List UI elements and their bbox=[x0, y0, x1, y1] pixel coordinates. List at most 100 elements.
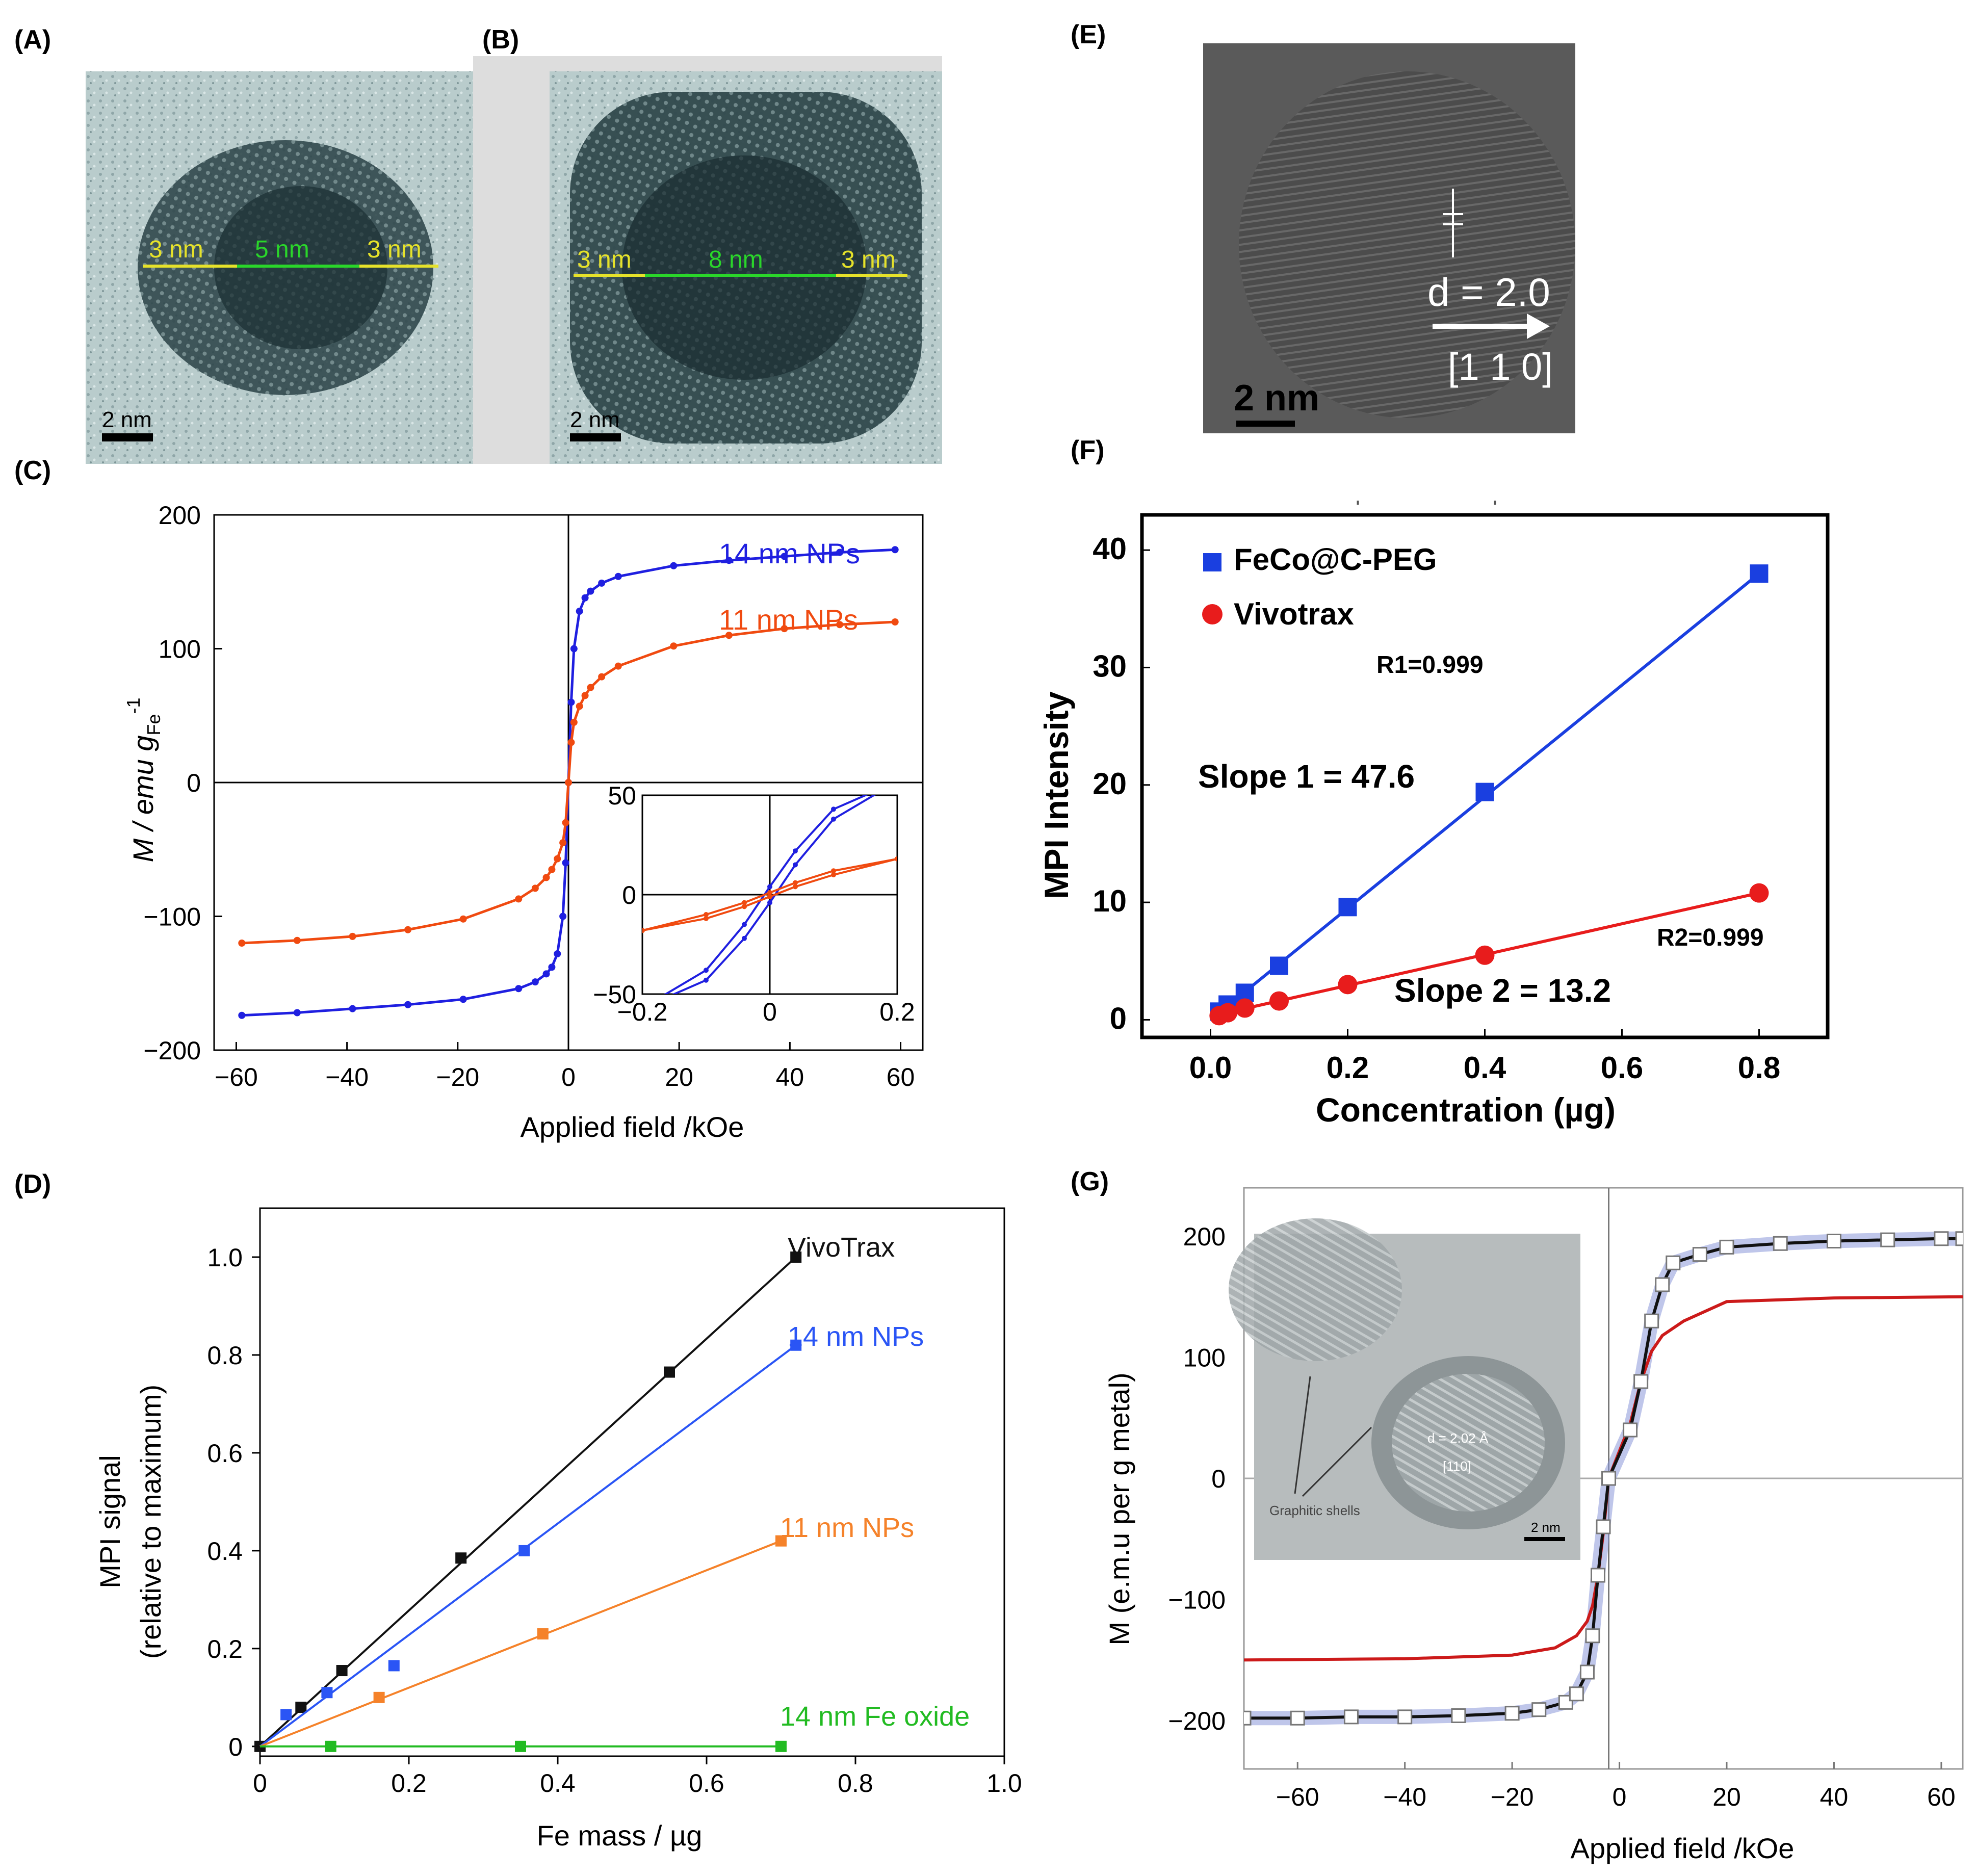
panel-d-ylabel-2: (relative to maximum) bbox=[135, 1385, 167, 1659]
panel-f-point-0-3 bbox=[1270, 956, 1288, 975]
panel-c-point-1-2 bbox=[349, 932, 356, 940]
panel-f: (F) 0.0 0.2 0.4 0.6 0.8 0 10 20 30 40 Concentrati… bbox=[1037, 435, 1830, 1129]
panel-c-point-1-12 bbox=[565, 779, 572, 786]
panel-c-inset-point-0-0-1 bbox=[704, 968, 709, 973]
panel-d-point-0-1 bbox=[295, 1702, 307, 1713]
panel-d-fit-2 bbox=[259, 1540, 782, 1748]
panel-e-arrow-head bbox=[1527, 314, 1550, 339]
panel-g-point-0 bbox=[1244, 1710, 1252, 1726]
panel-c-inset-ytick-label-1: 0 bbox=[622, 881, 636, 909]
panel-c-point-0-5 bbox=[515, 985, 523, 993]
panel-d: (D) 0 0.2 0.4 0.6 0.8 1.0 0 0.2 0.4 0.6 0.8 1.0 Fe … bbox=[14, 1169, 1022, 1852]
panel-c-inset-xtick-label-2: 0.2 bbox=[879, 998, 915, 1026]
panel-f-point-1-1 bbox=[1218, 1003, 1238, 1023]
panel-g-ytick-label-1: −100 bbox=[1168, 1586, 1226, 1614]
panel-c-inset-point-1-0-4 bbox=[793, 880, 798, 885]
panel-c-inset-point-1-1-5 bbox=[831, 872, 836, 877]
panel-d-plot: 0 0.2 0.4 0.6 0.8 1.0 0 0.2 0.4 0.6 0.8 1.0 bbox=[207, 1207, 1022, 1797]
panel-a: (A) 3 nm 5 nm 3 nm 2 nm bbox=[14, 25, 473, 464]
panel-d-point-2-1 bbox=[537, 1628, 549, 1640]
panel-f-point-0-4 bbox=[1338, 898, 1357, 917]
panel-g-point-16 bbox=[1644, 1313, 1659, 1328]
panel-c-inset-point-1-1-0 bbox=[642, 928, 645, 933]
panel-g-point-2 bbox=[1343, 1709, 1359, 1725]
panel-c-point-1-4 bbox=[459, 915, 467, 923]
panel-c-xtick-label-4: 20 bbox=[665, 1063, 693, 1091]
panel-c-xtick-label-0: −60 bbox=[215, 1063, 258, 1091]
panel-d-frame bbox=[259, 1207, 1005, 1757]
panel-c-point-0-22 bbox=[781, 553, 788, 560]
panel-f-label: (F) bbox=[1071, 435, 1104, 465]
panel-a-scale-bar bbox=[102, 433, 153, 441]
panel-c-point-0-1 bbox=[293, 1009, 301, 1017]
panel-b-label: (B) bbox=[482, 25, 519, 55]
panel-d-point-0-5 bbox=[790, 1251, 802, 1263]
panel-f-xtick-label-1: 0.2 bbox=[1327, 1051, 1369, 1085]
panel-c-point-1-13 bbox=[567, 739, 575, 746]
panel-d-ylabel-1: MPI signal bbox=[94, 1455, 126, 1588]
panel-d-point-1-4 bbox=[790, 1339, 802, 1351]
panel-f-point-1-6 bbox=[1749, 883, 1769, 903]
panel-f-ytick-label-2: 20 bbox=[1093, 767, 1127, 801]
panel-b-scale-label: 2 nm bbox=[570, 407, 620, 432]
panel-b-ann-1: 3 nm bbox=[577, 246, 632, 273]
panel-f-point-1-4 bbox=[1338, 975, 1358, 995]
panel-g-xtick-label-5: 40 bbox=[1820, 1783, 1849, 1811]
panel-c-ylabel: M / emu gFe-1 bbox=[123, 698, 164, 863]
panel-g-point-12 bbox=[1596, 1519, 1611, 1534]
panel-c-point-0-8 bbox=[548, 963, 556, 971]
panel-a-label: (A) bbox=[14, 25, 51, 55]
panel-d-ytick-label-3: 0.6 bbox=[207, 1439, 243, 1468]
panel-c-inset-point-0-1-2 bbox=[742, 935, 747, 941]
panel-g-ytick-label-4: 200 bbox=[1183, 1222, 1226, 1251]
panel-g-point-8 bbox=[1569, 1686, 1584, 1702]
panel-d-point-3-2 bbox=[775, 1740, 787, 1752]
panel-d-ytick-label-0: 0 bbox=[228, 1733, 243, 1761]
svg-text:M / emu gFe-1: M / emu gFe-1 bbox=[123, 698, 164, 863]
panel-d-point-2-2 bbox=[775, 1535, 787, 1547]
panel-c-point-0-16 bbox=[581, 594, 589, 602]
panel-g-point-22 bbox=[1826, 1234, 1841, 1248]
panel-c-point-1-10 bbox=[559, 839, 567, 847]
panel-a-ann-1: 3 nm bbox=[149, 236, 203, 263]
panel-g-inset: d = 2.02 Å [110] Graphitic shells 2 nm bbox=[1229, 1218, 1580, 1560]
panel-f-xtick-label-3: 0.6 bbox=[1601, 1051, 1643, 1085]
panel-c-inset-point-1-1-2 bbox=[742, 904, 747, 909]
panel-c-point-0-24 bbox=[891, 546, 899, 554]
panel-g-point-6 bbox=[1531, 1702, 1547, 1717]
panel-c-xtick-label-3: 0 bbox=[561, 1063, 576, 1091]
panel-b-gap bbox=[473, 56, 550, 464]
panel-c-xtick-label-2: −20 bbox=[436, 1063, 479, 1091]
panel-d-xtick-label-5: 1.0 bbox=[986, 1769, 1022, 1797]
panel-b-particle-core bbox=[622, 155, 867, 380]
panel-d-point-1-3 bbox=[518, 1545, 530, 1556]
panel-g-point-13 bbox=[1601, 1471, 1617, 1486]
panel-d-xtick-label-3: 0.6 bbox=[689, 1769, 724, 1797]
panel-d-ytick-label-4: 0.8 bbox=[207, 1341, 243, 1370]
panel-d-point-1-1 bbox=[321, 1687, 333, 1699]
panel-f-xtick-label-4: 0.8 bbox=[1738, 1051, 1780, 1085]
panel-c-point-1-21 bbox=[725, 632, 733, 639]
panel-f-ytick-label-0: 0 bbox=[1110, 1001, 1127, 1035]
panel-g-inset-arrow-1 bbox=[1294, 1376, 1311, 1494]
panel-c-point-1-5 bbox=[515, 895, 523, 903]
panel-c-point-0-10 bbox=[559, 913, 567, 920]
panel-c-inset-point-1-0-5 bbox=[831, 868, 836, 874]
panel-c-xtick-label-1: −40 bbox=[325, 1063, 369, 1091]
panel-d-point-3-1 bbox=[515, 1740, 526, 1752]
panel-c-point-1-9 bbox=[554, 855, 561, 863]
panel-c-point-0-15 bbox=[576, 608, 583, 615]
panel-c-label: (C) bbox=[14, 456, 51, 485]
panel-f-point-1-5 bbox=[1475, 945, 1495, 965]
panel-c-point-0-7 bbox=[542, 970, 550, 978]
panel-e-label: (E) bbox=[1071, 20, 1106, 49]
panel-d-series-14nm: 14 nm NPs bbox=[788, 1321, 924, 1352]
panel-f-legend-feco: FeCo@C-PEG bbox=[1234, 542, 1437, 577]
panel-g-point-14 bbox=[1623, 1422, 1638, 1438]
panel-c-inset-xtick-label-0: −0.2 bbox=[617, 998, 668, 1026]
panel-b-scale-bar bbox=[570, 433, 621, 441]
panel-f-legend-vivotrax: Vivotrax bbox=[1234, 597, 1354, 631]
panel-d-ytick-label-2: 0.4 bbox=[207, 1537, 243, 1566]
panel-c-point-1-18 bbox=[598, 673, 606, 681]
